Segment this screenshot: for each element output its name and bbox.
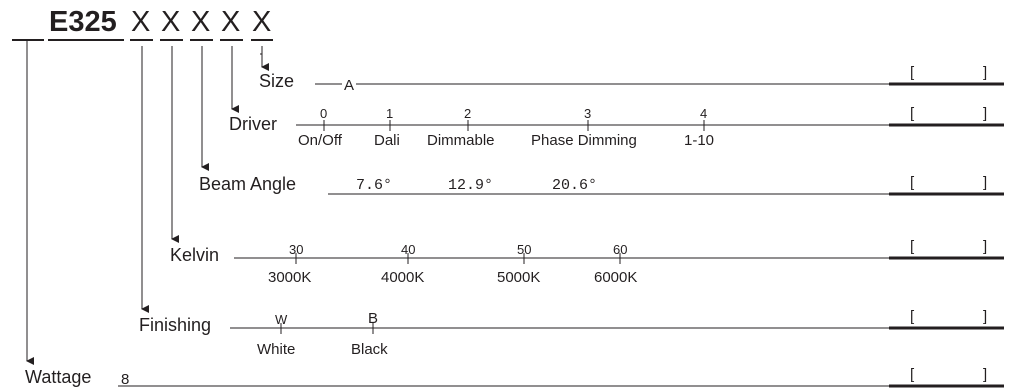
kelvin-option-5000k: 5000K <box>497 269 541 286</box>
driver-code-1: 1 <box>386 106 394 121</box>
kelvin-code-40: 40 <box>401 242 416 257</box>
wattage-bracket-open: [ <box>910 366 915 383</box>
size-label: Size <box>259 71 295 91</box>
size-bracket-close: ] <box>983 64 988 81</box>
driver-code-0: 0 <box>320 106 328 121</box>
beam-angle-option-20-6: 20.6° <box>552 177 598 194</box>
driver-bracket-open: [ <box>910 105 915 122</box>
driver-code-4: 4 <box>700 106 708 121</box>
kelvin-option-6000k: 6000K <box>594 269 638 286</box>
kelvin-code-50: 50 <box>517 242 532 257</box>
driver-option-1-10: 1-10 <box>684 132 715 149</box>
kelvin-placeholder: X <box>161 6 181 38</box>
driver-code-3: 3 <box>584 106 592 121</box>
beam-angle-bracket-close: ] <box>983 174 988 191</box>
kelvin-bracket-open: [ <box>910 238 915 255</box>
wattage-option-8: 8 <box>121 371 130 388</box>
finishing-bracket-open: [ <box>910 308 915 325</box>
finishing-code-b: B <box>368 310 379 327</box>
beam-angle-placeholder: X <box>191 6 211 38</box>
beam-angle-option-7-6: 7.6° <box>356 177 393 194</box>
beam-angle-option-12-9: 12.9° <box>448 177 494 194</box>
driver-label: Driver <box>229 114 277 134</box>
wattage-label: Wattage <box>25 367 92 387</box>
kelvin-bracket-close: ] <box>983 238 988 255</box>
finishing-option-black: Black <box>351 341 388 358</box>
driver-option-on-off: On/Off <box>298 132 342 149</box>
finishing-code-w: W <box>275 312 288 327</box>
kelvin-label: Kelvin <box>170 245 220 265</box>
driver-option-dimmable: Dimmable <box>427 132 495 149</box>
size-bracket-open: [ <box>910 64 915 81</box>
driver-bracket-close: ] <box>983 105 988 122</box>
driver-option-dali: Dali <box>374 132 400 149</box>
kelvin-option-4000k: 4000K <box>381 269 425 286</box>
finishing-bracket-close: ] <box>983 308 988 325</box>
kelvin-option-3000k: 3000K <box>268 269 312 286</box>
finishing-option-white: White <box>257 341 296 358</box>
size-option-a: A <box>342 77 357 94</box>
beam-angle-bracket-open: [ <box>910 174 915 191</box>
wattage-bracket-close: ] <box>983 366 988 383</box>
driver-option-phase-dimming: Phase Dimming <box>531 132 637 149</box>
size-placeholder: X <box>252 6 272 38</box>
driver-placeholder: X <box>221 6 241 38</box>
driver-code-2: 2 <box>464 106 472 121</box>
model-code: E325 <box>49 6 117 38</box>
kelvin-code-30: 30 <box>289 242 304 257</box>
finishing-placeholder: X <box>131 6 151 38</box>
beam-angle-label: Beam Angle <box>199 174 297 194</box>
kelvin-code-60: 60 <box>613 242 628 257</box>
finishing-label: Finishing <box>139 315 212 335</box>
